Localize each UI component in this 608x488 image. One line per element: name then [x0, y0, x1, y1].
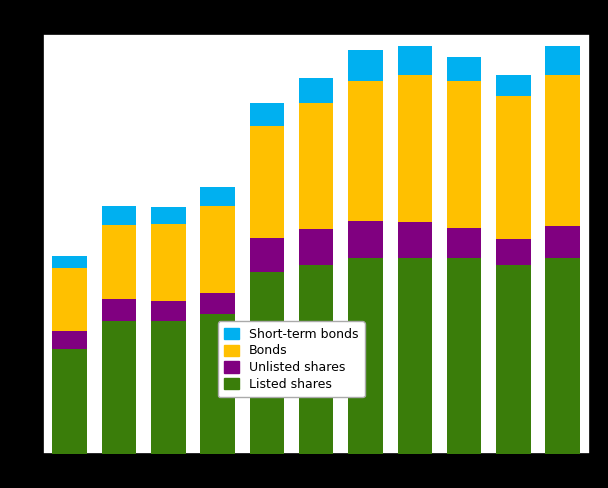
Bar: [52, 268, 87, 331]
Bar: [398, 76, 432, 223]
Bar: [447, 258, 482, 454]
Bar: [545, 226, 580, 258]
Bar: [348, 81, 382, 221]
Bar: [299, 228, 333, 265]
Bar: [348, 258, 382, 454]
Bar: [348, 221, 382, 258]
Bar: [151, 224, 185, 301]
Bar: [348, 50, 382, 81]
Bar: [102, 299, 136, 321]
Bar: [52, 331, 87, 349]
Bar: [545, 46, 580, 76]
Bar: [447, 81, 482, 228]
Bar: [250, 103, 284, 126]
Legend: Short-term bonds, Bonds, Unlisted shares, Listed shares: Short-term bonds, Bonds, Unlisted shares…: [218, 322, 365, 397]
Bar: [496, 265, 531, 454]
Bar: [496, 96, 531, 239]
Bar: [200, 314, 235, 454]
Bar: [447, 228, 482, 258]
Bar: [545, 76, 580, 226]
Bar: [496, 239, 531, 265]
Bar: [299, 265, 333, 454]
Bar: [398, 46, 432, 76]
Bar: [151, 321, 185, 454]
Bar: [496, 76, 531, 96]
Bar: [52, 349, 87, 454]
Bar: [299, 102, 333, 228]
Bar: [151, 207, 185, 224]
Bar: [200, 205, 235, 293]
Bar: [447, 57, 482, 81]
Bar: [250, 239, 284, 272]
Bar: [52, 256, 87, 268]
Bar: [250, 126, 284, 239]
Bar: [200, 186, 235, 205]
Bar: [545, 258, 580, 454]
Bar: [102, 225, 136, 299]
Bar: [102, 205, 136, 225]
Bar: [250, 272, 284, 454]
Bar: [151, 301, 185, 321]
Bar: [200, 293, 235, 314]
Bar: [398, 223, 432, 258]
Bar: [299, 78, 333, 102]
Bar: [102, 321, 136, 454]
Bar: [398, 258, 432, 454]
